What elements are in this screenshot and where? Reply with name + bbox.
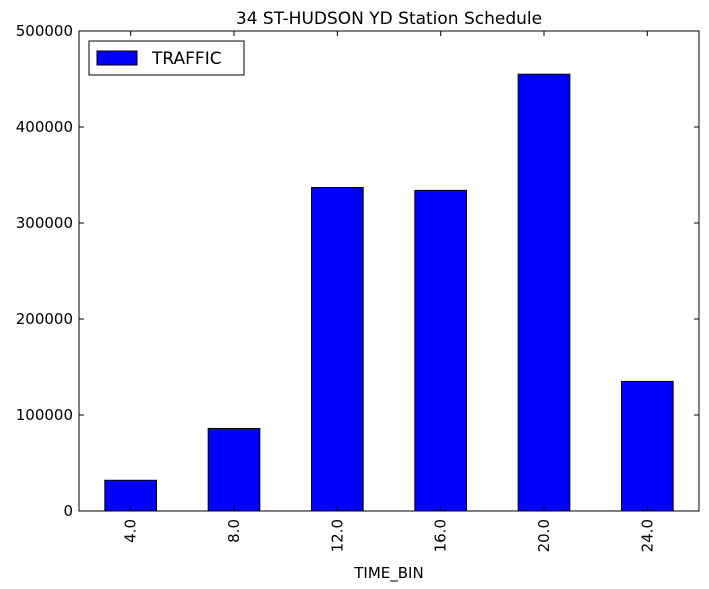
bar-12.0 [311, 186, 364, 512]
y-tick-label: 200000 [16, 310, 73, 328]
y-tick-label: 300000 [16, 214, 73, 232]
x-axis-label: TIME_BIN [353, 564, 423, 583]
chart-title: 34 ST-HUDSON YD Station Schedule [236, 9, 542, 29]
bar-20.0 [517, 73, 571, 512]
x-tick-label: 4.0 [122, 519, 140, 543]
ticks-group: 4.0 8.0 12.0 16.0 20.0 24.0 0 100000 200000 30000… [16, 22, 699, 552]
x-tick-label: 12.0 [328, 519, 346, 552]
bar-4.0 [104, 479, 158, 512]
legend: TRAFFIC [88, 40, 245, 76]
x-tick-label: 8.0 [225, 519, 243, 543]
bar-16.0 [414, 189, 468, 512]
bar-24.0 [621, 380, 674, 512]
y-tick-label: 400000 [16, 118, 73, 136]
legend-label: TRAFFIC [151, 49, 222, 69]
bar-8.0 [207, 427, 261, 512]
y-tick-label: 500000 [16, 22, 73, 40]
bars-group [104, 73, 674, 512]
x-tick-label: 24.0 [638, 519, 656, 552]
legend-swatch [96, 50, 138, 66]
x-tick-label: 16.0 [432, 519, 450, 552]
x-tick-label: 20.0 [535, 519, 553, 552]
y-tick-label: 100000 [16, 406, 73, 424]
plot-frame [78, 30, 700, 512]
y-tick-label: 0 [63, 502, 73, 520]
